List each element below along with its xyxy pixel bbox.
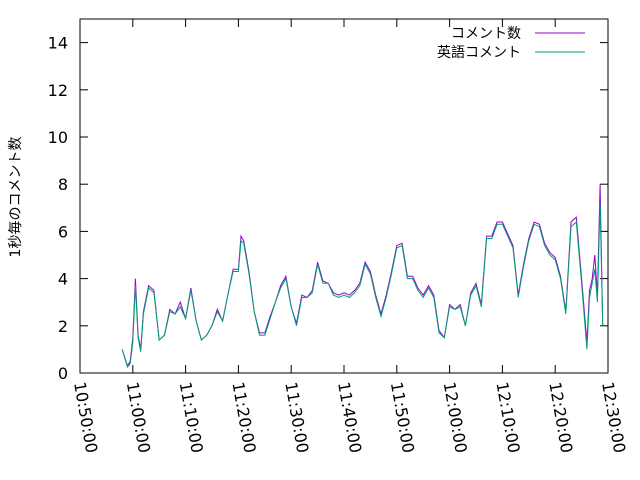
y-tick-label: 12	[48, 81, 68, 100]
y-tick-label: 8	[58, 175, 68, 194]
x-tick-label: 12:20:00	[545, 380, 576, 454]
x-axis-ticks: 10:50:00 11:00:00 11:10:00 11:20:00 11:30:00…	[70, 19, 629, 454]
x-tick-label: 11:20:00	[228, 380, 259, 454]
x-tick-label: 12:00:00	[440, 380, 471, 454]
x-tick-label: 11:10:00	[176, 380, 207, 454]
y-axis-ticks: 0 2 4 6 8 10 12 14	[48, 34, 608, 383]
plot-frame	[79, 18, 609, 374]
x-tick-label: 11:50:00	[387, 380, 418, 454]
y-tick-label: 14	[48, 34, 68, 53]
x-tick-label: 11:30:00	[281, 380, 312, 454]
y-tick-label: 10	[48, 128, 68, 147]
y-tick-label: 2	[58, 317, 68, 336]
legend-label-1: コメント数	[451, 26, 521, 42]
y-tick-label: 4	[58, 270, 68, 289]
y-axis-title: 1秒毎のコメント数	[8, 137, 24, 258]
y-tick-label: 0	[58, 364, 68, 383]
x-tick-label: 11:00:00	[123, 380, 154, 454]
x-tick-label: 11:40:00	[334, 380, 365, 454]
x-tick-label: 10:50:00	[70, 380, 101, 454]
series-line-2	[121, 203, 604, 369]
legend-label-2: 英語コメント	[437, 44, 521, 61]
x-tick-label: 12:30:00	[598, 380, 629, 454]
plot-border	[79, 18, 609, 374]
series-layer	[121, 184, 604, 369]
y-tick-label: 6	[58, 222, 68, 241]
x-tick-label: 12:10:00	[492, 380, 523, 454]
